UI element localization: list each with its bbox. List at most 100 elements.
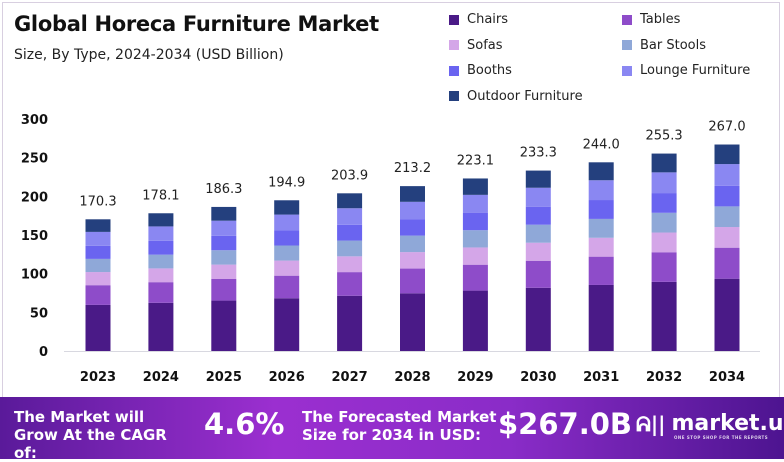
bar-segment-outdoor-furniture — [211, 206, 237, 221]
bar-segment-lounge-furniture — [714, 164, 740, 186]
bar-segment-tables — [148, 282, 174, 303]
bar-segment-outdoor-furniture — [651, 153, 677, 173]
legend-item: Booths — [449, 63, 512, 78]
bar-segment-booths — [211, 235, 237, 251]
bar-segment-sofas — [462, 247, 488, 265]
bar-segment-outdoor-furniture — [525, 170, 551, 188]
bar-segment-booths — [85, 245, 111, 259]
bar-segment-tables — [337, 272, 363, 296]
bar-segment-bar-stools — [400, 235, 425, 253]
bar-segment-lounge-furniture — [148, 226, 174, 241]
bar-segment-booths — [525, 206, 551, 225]
x-tick-label: 2034 — [709, 370, 745, 385]
bar-segment-booths — [400, 219, 425, 236]
bar-segment-booths — [651, 193, 677, 213]
bar-segment-lounge-furniture — [462, 194, 488, 213]
bar-segment-chairs — [400, 293, 425, 351]
x-tick-label: 2032 — [646, 370, 682, 385]
legend-item: Sofas — [449, 38, 503, 53]
bar-segment-chairs — [274, 298, 300, 351]
bar-segment-sofas — [714, 227, 740, 248]
bar-segment-outdoor-furniture — [337, 193, 363, 209]
bar-segment-bar-stools — [85, 258, 111, 273]
bar-segment-chairs — [525, 287, 551, 351]
legend-label: Chairs — [467, 12, 509, 27]
bar-segment-bar-stools — [462, 230, 488, 248]
bar-segment-lounge-furniture — [274, 214, 300, 231]
y-tick-label: 200 — [21, 190, 48, 205]
bar-segment-tables — [211, 279, 237, 301]
bar-segment-tables — [651, 252, 677, 282]
legend-swatch — [449, 40, 459, 50]
total-data-label: 178.1 — [142, 188, 179, 203]
bar-segment-sofas — [148, 268, 174, 283]
legend-item: Tables — [622, 12, 680, 27]
forecast-label: The Forecasted Market Size for 2034 in U… — [302, 408, 497, 444]
bar-segment-sofas — [85, 272, 111, 286]
stacked-bar-chart: 0 50 100 150 200 250 300 170.3 2023 178.1 2024 186.… — [21, 113, 760, 385]
bar-segment-booths — [148, 240, 174, 255]
bar-segment-booths — [462, 212, 488, 231]
bar-segment-lounge-furniture — [588, 180, 614, 201]
legend-swatch — [449, 65, 459, 76]
bar-segment-lounge-furniture — [400, 201, 425, 220]
bar-segment-tables — [714, 247, 740, 279]
total-data-label: 244.0 — [583, 137, 620, 152]
bar-segment-sofas — [274, 260, 300, 276]
bar-segment-outdoor-furniture — [400, 186, 425, 202]
bar-segment-bar-stools — [148, 254, 174, 269]
legend-swatch — [622, 40, 632, 50]
bar-segment-booths — [274, 230, 300, 246]
forecast-value: $267.0B — [498, 407, 633, 441]
total-data-label: 233.3 — [520, 146, 557, 161]
logo-icon: ᕱ|| — [636, 411, 666, 436]
x-tick-label: 2025 — [206, 370, 242, 385]
bar-segment-chairs — [337, 295, 363, 351]
legend-label: Bar Stools — [640, 37, 707, 53]
x-tick-label: 2026 — [269, 370, 305, 385]
logo-tagline: ONE STOP SHOP FOR THE REPORTS — [674, 435, 769, 440]
bar-segment-bar-stools — [714, 206, 740, 228]
cagr-value: 4.6% — [204, 407, 285, 441]
y-tick-label: 250 — [21, 152, 48, 167]
total-data-label: 213.2 — [394, 161, 431, 176]
x-tick-label: 2031 — [583, 370, 619, 385]
total-data-label: 203.9 — [331, 168, 368, 183]
total-data-label: 186.3 — [205, 182, 242, 197]
bar-segment-chairs — [714, 278, 740, 351]
chart-subtitle: Size, By Type, 2024-2034 (USD Billion) — [14, 47, 284, 63]
total-data-label: 267.0 — [708, 120, 745, 135]
bar-segment-booths — [588, 200, 614, 219]
bar-segment-lounge-furniture — [85, 231, 111, 246]
bar-segment-tables — [400, 268, 425, 294]
bar-segment-tables — [588, 256, 614, 285]
bar-segment-chairs — [148, 302, 174, 351]
x-tick-label: 2028 — [394, 370, 430, 385]
x-tick-label: 2029 — [457, 370, 493, 385]
legend-swatch — [449, 91, 459, 101]
bar-segment-lounge-furniture — [337, 208, 363, 225]
legend-label: Lounge Furniture — [640, 63, 751, 78]
legend-swatch — [622, 14, 632, 25]
x-tick-label: 2030 — [520, 370, 556, 385]
bar-segment-sofas — [525, 242, 551, 261]
bar-segment-booths — [714, 185, 740, 207]
bar-segment-chairs — [85, 304, 111, 351]
total-data-label: 194.9 — [268, 175, 305, 190]
total-data-label: 255.3 — [645, 129, 682, 144]
legend-item: Lounge Furniture — [622, 63, 750, 78]
bar-segment-outdoor-furniture — [85, 219, 111, 232]
legend-label: Booths — [467, 63, 512, 78]
bar-segment-bar-stools — [588, 218, 614, 238]
bar-segment-outdoor-furniture — [588, 162, 614, 181]
x-tick-label: 2027 — [332, 370, 368, 385]
bar-segment-sofas — [588, 237, 614, 257]
total-data-label: 223.1 — [457, 153, 494, 168]
bar-segment-lounge-furniture — [651, 172, 677, 194]
bar-segment-tables — [85, 285, 111, 305]
bar-segment-tables — [462, 264, 488, 291]
bar-segment-outdoor-furniture — [274, 200, 300, 215]
y-tick-label: 150 — [21, 229, 48, 244]
bar-segment-lounge-furniture — [211, 220, 237, 236]
market-us-logo: ᕱ|| market.us — [636, 411, 784, 436]
